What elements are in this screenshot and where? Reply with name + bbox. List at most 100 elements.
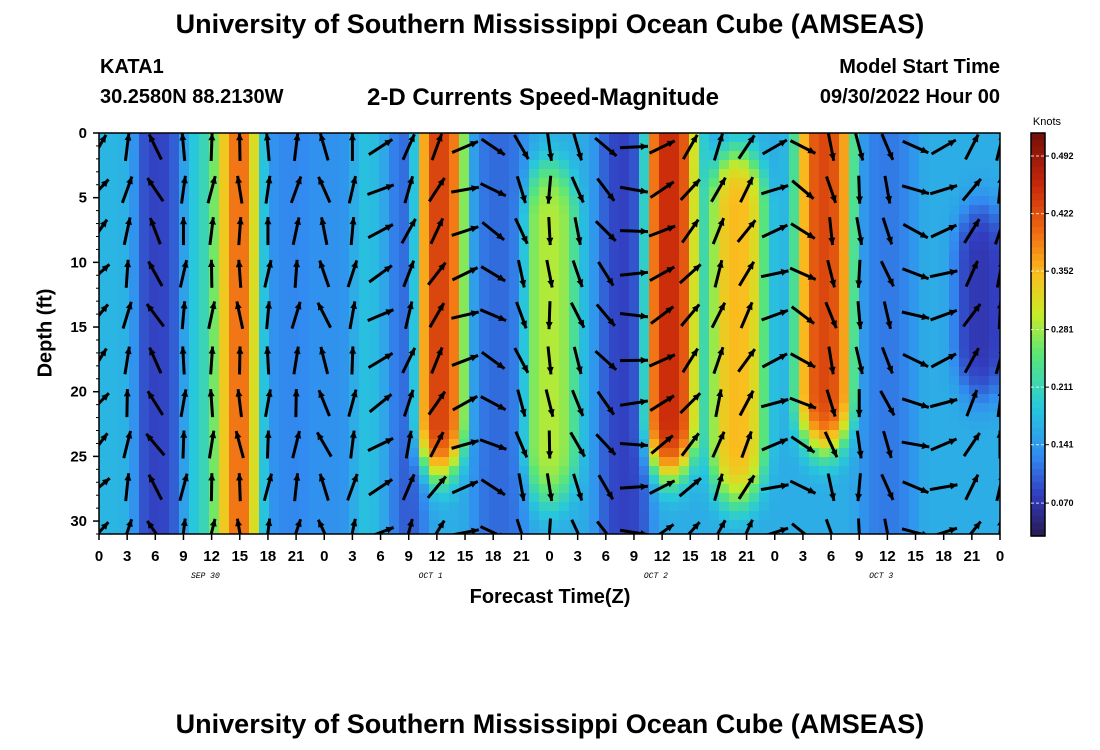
- heat-cell: [939, 322, 950, 332]
- heat-cell: [459, 430, 470, 440]
- heat-cell: [729, 511, 740, 521]
- heat-cell: [309, 142, 320, 152]
- current-vector: [208, 259, 215, 288]
- heat-cell: [439, 214, 450, 224]
- heat-cell: [779, 142, 790, 152]
- heat-cell: [289, 466, 300, 476]
- heat-cell: [199, 349, 210, 359]
- heat-cell: [779, 178, 790, 188]
- heat-cell: [409, 268, 420, 278]
- heat-cell: [299, 178, 310, 188]
- heat-cell: [379, 403, 390, 413]
- heat-cell: [369, 205, 380, 215]
- heat-cell: [709, 529, 720, 534]
- heat-cell: [969, 241, 980, 251]
- heat-cell: [369, 502, 380, 512]
- heat-cell: [889, 187, 900, 197]
- heat-cell: [489, 259, 500, 269]
- heat-cell: [449, 349, 460, 359]
- current-vector: [426, 475, 448, 499]
- heat-cell: [829, 412, 840, 422]
- heat-cell: [749, 466, 760, 476]
- heat-cell: [579, 475, 590, 485]
- heat-cell: [359, 529, 370, 534]
- heat-cell: [319, 133, 330, 143]
- colorbar-segment: [1031, 260, 1045, 268]
- heat-cell: [809, 268, 820, 278]
- heat-cell: [879, 151, 890, 161]
- heat-cell: [239, 367, 250, 377]
- heat-cell: [949, 502, 960, 512]
- heat-cell: [209, 142, 220, 152]
- heat-cell: [129, 385, 140, 395]
- heat-cell: [499, 421, 510, 431]
- heat-cell: [729, 457, 740, 467]
- heat-cell: [939, 313, 950, 323]
- current-vector: [367, 437, 394, 453]
- heat-cell: [859, 439, 870, 449]
- heat-cell: [529, 250, 540, 260]
- heat-cell: [259, 295, 270, 305]
- y-tick-label: 25: [70, 448, 87, 465]
- heat-cell: [379, 205, 390, 215]
- heat-cell: [289, 241, 300, 251]
- heat-cell: [379, 187, 390, 197]
- heat-cell: [979, 475, 990, 485]
- current-vector: [570, 176, 585, 204]
- heat-cell: [259, 205, 270, 215]
- heat-cell: [329, 205, 340, 215]
- heat-cell: [469, 169, 480, 179]
- heat-cell: [659, 520, 670, 530]
- heat-cell: [399, 457, 410, 467]
- heat-cell: [169, 295, 180, 305]
- heat-cell: [699, 250, 710, 260]
- heat-cell: [129, 151, 140, 161]
- heat-cell: [339, 439, 350, 449]
- heat-cell: [949, 358, 960, 368]
- heat-cell: [469, 205, 480, 215]
- heat-cell: [609, 439, 620, 449]
- heat-cell: [219, 250, 230, 260]
- heat-cell: [359, 484, 370, 494]
- heat-cell: [249, 160, 260, 170]
- heat-cell: [289, 394, 300, 404]
- heat-cell: [889, 214, 900, 224]
- heat-cell: [169, 241, 180, 251]
- heat-cell: [149, 133, 160, 143]
- current-vector: [147, 260, 164, 287]
- heat-cell: [509, 169, 520, 179]
- heat-cell: [779, 502, 790, 512]
- heat-cell: [299, 367, 310, 377]
- heat-cell: [869, 403, 880, 413]
- heat-cell: [829, 520, 840, 530]
- colorbar-tick-label: 0.422: [1051, 209, 1074, 219]
- heat-cell: [399, 448, 410, 458]
- heat-cell: [869, 268, 880, 278]
- heat-cell: [479, 448, 490, 458]
- heat-cell: [409, 484, 420, 494]
- heat-cell: [449, 304, 460, 314]
- heat-cell: [139, 367, 150, 377]
- heat-cell: [949, 169, 960, 179]
- heat-cell: [559, 142, 570, 152]
- heat-cell: [479, 367, 490, 377]
- heat-cell: [239, 349, 250, 359]
- heat-cell: [699, 259, 710, 269]
- heat-cell: [189, 304, 200, 314]
- heat-cell: [979, 466, 990, 476]
- heat-cell: [449, 502, 460, 512]
- heat-cell: [469, 457, 480, 467]
- heat-cell: [309, 439, 320, 449]
- heat-cell: [499, 214, 510, 224]
- heat-cell: [969, 421, 980, 431]
- heat-cell: [769, 493, 780, 503]
- heat-cell: [259, 313, 270, 323]
- heat-cell: [579, 160, 590, 170]
- heat-cell: [259, 250, 270, 260]
- heat-cell: [359, 187, 370, 197]
- heat-cell: [339, 475, 350, 485]
- heat-cell: [669, 205, 680, 215]
- heat-cell: [809, 430, 820, 440]
- heat-cell: [349, 403, 360, 413]
- heat-cell: [649, 214, 660, 224]
